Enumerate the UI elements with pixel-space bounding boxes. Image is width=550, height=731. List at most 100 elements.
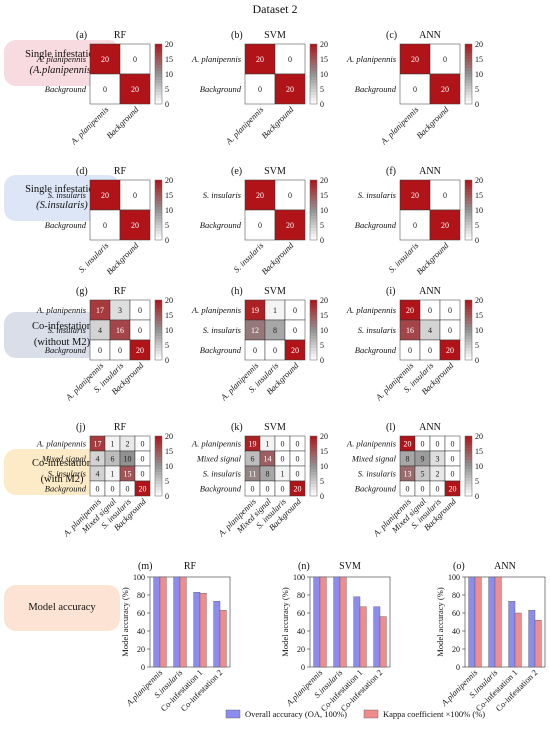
colorbar-segment: [310, 201, 317, 205]
y-tick-label: 60: [137, 609, 145, 618]
colorbar-segment: [310, 86, 317, 90]
panel-letter: (d): [76, 166, 88, 177]
cell-value: 0: [296, 455, 300, 464]
colorbar-segment: [465, 466, 472, 470]
colorbar-tick-label: 20: [320, 40, 328, 49]
colorbar-segment: [465, 53, 472, 57]
cell-value: 20: [256, 55, 264, 64]
panel-letter: (f): [386, 166, 396, 177]
colorbar-segment: [155, 445, 162, 449]
bar: [219, 610, 227, 668]
cell-value: 8: [266, 470, 270, 479]
colorbar-segment: [310, 330, 317, 334]
colorbar-tick-label: 20: [320, 296, 328, 305]
colorbar-segment: [465, 339, 472, 343]
colorbar-segment: [155, 59, 162, 63]
panel-letter: (l): [386, 422, 395, 433]
cell-value: 2: [126, 440, 130, 449]
row-tick-label: S. insularis: [358, 469, 397, 479]
bar: [508, 601, 516, 668]
row-tick-label: Background: [45, 484, 87, 494]
colorbar-tick-label: 10: [475, 70, 483, 79]
cell-value: 19: [249, 440, 257, 449]
colorbar-segment: [465, 303, 472, 307]
cell-value: 0: [293, 326, 297, 335]
row-tick-label: A. planipennis: [191, 439, 242, 449]
colorbar-segment: [465, 460, 472, 464]
y-axis-label: Model accuracy (%): [120, 587, 130, 657]
y-tick-label: 100: [293, 573, 305, 582]
row-tick-label: S. insularis: [358, 325, 397, 335]
colorbar-segment: [310, 192, 317, 196]
row-tick-label: S. insularis: [358, 190, 397, 200]
bar: [193, 592, 201, 668]
colorbar-segment: [155, 327, 162, 331]
cell-value: 6: [251, 455, 255, 464]
colorbar-segment: [465, 98, 472, 102]
row-label-line2: (S.insularis): [36, 200, 88, 211]
colorbar-segment: [155, 183, 162, 187]
colorbar-segment: [155, 186, 162, 190]
legend-label: Overall accuracy (OA, 100%): [245, 709, 347, 719]
colorbar-segment: [155, 222, 162, 226]
cell-value: 0: [118, 346, 122, 355]
colorbar-segment: [155, 62, 162, 66]
bar: [213, 601, 221, 668]
panel-letter: (c): [386, 30, 397, 41]
cell-value: 0: [281, 455, 285, 464]
row-label-line1: Co-infestation: [31, 458, 93, 470]
colorbar-segment: [310, 490, 317, 494]
row-tick-label: Background: [45, 345, 87, 355]
colorbar-tick-label: 20: [475, 296, 483, 305]
colorbar-tick-label: 10: [475, 206, 483, 215]
panel-title: ANN: [419, 30, 441, 41]
colorbar-segment: [155, 201, 162, 205]
row-tick-label: Background: [200, 484, 242, 494]
panel-title: RF: [114, 30, 127, 41]
bar: [353, 596, 361, 668]
colorbar-tick-label: 15: [320, 191, 328, 200]
colorbar-segment: [155, 342, 162, 346]
colorbar-segment: [155, 101, 162, 105]
colorbar-tick-label: 10: [320, 206, 328, 215]
colorbar-segment: [310, 348, 317, 352]
colorbar-segment: [465, 469, 472, 473]
panel-letter: (b): [231, 30, 243, 41]
colorbar-segment: [155, 71, 162, 75]
row-tick-label: Mixed signal: [351, 454, 397, 464]
colorbar-segment: [310, 228, 317, 232]
colorbar-tick-label: 0: [475, 100, 479, 109]
colorbar-segment: [465, 219, 472, 223]
colorbar-segment: [465, 357, 472, 361]
colorbar-tick-label: 5: [165, 85, 169, 94]
bar: [379, 616, 387, 668]
cell-value: 0: [141, 440, 145, 449]
colorbar-segment: [465, 484, 472, 488]
colorbar-segment: [465, 228, 472, 232]
colorbar-tick-label: 15: [475, 447, 483, 456]
colorbar-tick-label: 0: [320, 356, 324, 365]
colorbar-segment: [310, 186, 317, 190]
colorbar-segment: [155, 189, 162, 193]
colorbar-segment: [155, 472, 162, 476]
heatmap-cell: [274, 209, 306, 241]
colorbar-segment: [465, 475, 472, 479]
colorbar-segment: [465, 50, 472, 54]
bar: [474, 576, 482, 668]
cell-value: 0: [451, 470, 455, 479]
row-tick-label: A. planipennis: [191, 54, 242, 64]
row-tick-label: A. planipennis: [346, 305, 397, 315]
panel-letter: (h): [231, 286, 243, 297]
cell-value: 13: [404, 470, 412, 479]
colorbar-segment: [155, 442, 162, 446]
colorbar-segment: [465, 225, 472, 229]
y-tick-label: 40: [452, 627, 460, 636]
colorbar-tick-label: 15: [165, 55, 173, 64]
colorbar-segment: [155, 436, 162, 440]
colorbar-segment: [465, 481, 472, 485]
colorbar-segment: [310, 478, 317, 482]
colorbar-segment: [310, 306, 317, 310]
colorbar-segment: [310, 351, 317, 355]
colorbar-segment: [310, 180, 317, 184]
colorbar-segment: [465, 86, 472, 90]
